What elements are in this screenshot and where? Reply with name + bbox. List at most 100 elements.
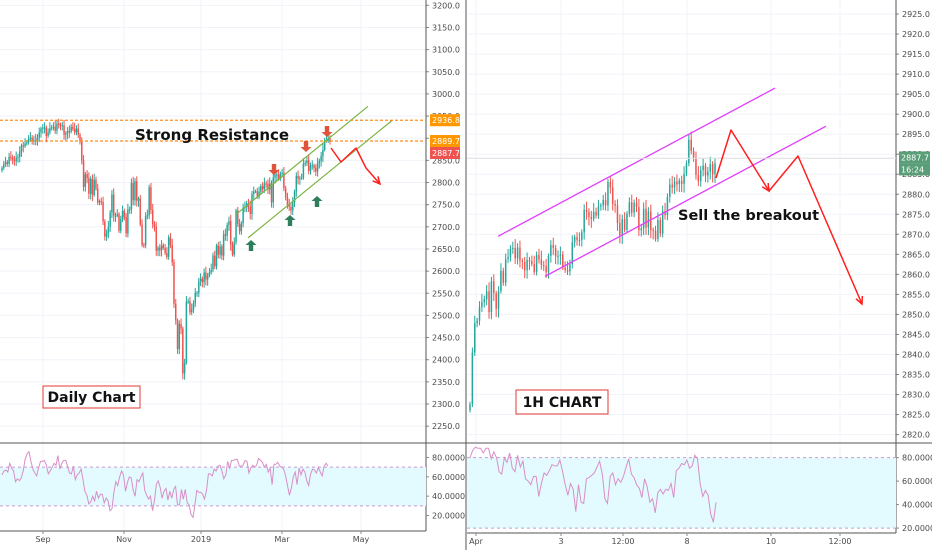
candle-body [139, 198, 142, 225]
candle-body [666, 197, 669, 216]
candle-body [323, 140, 326, 150]
candle-body [79, 134, 81, 141]
candle-body [81, 140, 83, 161]
x-tick-label: 3 [558, 537, 563, 546]
candle-body [290, 206, 292, 211]
candle-body [690, 139, 692, 152]
candle-body [157, 247, 159, 251]
candle-body [93, 179, 95, 195]
candle-body [63, 125, 65, 135]
candle-body [476, 320, 478, 324]
y-tick-label: 2400.0 [432, 356, 460, 365]
candle-body [56, 123, 58, 131]
candle-body [607, 181, 609, 206]
candle-body [650, 211, 652, 230]
candle-body [50, 127, 53, 129]
candle-body [144, 216, 147, 246]
rsi-tick-label: 80.0000 [902, 454, 932, 463]
candle-body [146, 215, 149, 217]
candle-body [581, 232, 583, 240]
candle-body [647, 211, 650, 228]
candle-body [671, 184, 673, 188]
candle-body [235, 210, 237, 243]
candle-body [143, 244, 145, 246]
candle-body [500, 270, 502, 292]
rsi-line [469, 446, 717, 523]
candle-body [318, 160, 321, 164]
candle-body [533, 263, 535, 272]
candle-body [531, 261, 533, 264]
x-tick-label: Apr [469, 537, 484, 546]
candle-body [512, 247, 514, 249]
candle-body [495, 293, 497, 309]
y-tick-label: 3150.0 [432, 23, 460, 32]
candle-body [84, 174, 87, 187]
candle-body [699, 170, 702, 182]
candle-body [304, 163, 306, 165]
price-tag-resistance-bg [430, 114, 460, 127]
candle-body [164, 248, 166, 253]
candle-body [194, 292, 197, 304]
candle-body [49, 128, 51, 133]
candle-body [251, 194, 253, 214]
candle-body [695, 157, 697, 176]
candle-body [680, 180, 683, 184]
candle-body [471, 352, 474, 405]
candle-body [258, 191, 260, 197]
candle-body [24, 143, 26, 147]
candle-body [123, 210, 126, 218]
candle-body [313, 165, 315, 168]
candle-body [104, 221, 106, 237]
candle-body [578, 239, 581, 241]
candle-body [36, 137, 39, 142]
candle-body [155, 226, 157, 251]
candle-body [151, 209, 154, 225]
candle-body [554, 247, 557, 257]
candle-body [249, 206, 251, 214]
candle-body [288, 205, 290, 207]
candle-body [91, 178, 94, 195]
y-tick-label: 3100.0 [432, 46, 460, 55]
y-tick-label: 2910.0 [902, 70, 930, 79]
candle-body [616, 205, 619, 224]
price-tag-support: 2889.7 [432, 137, 460, 146]
annotation-sell-breakout: Sell the breakout [678, 208, 819, 224]
candle-body [206, 275, 209, 280]
candle-body [654, 230, 657, 240]
y-tick-label: 2875.0 [902, 210, 930, 219]
candle-body [707, 171, 709, 176]
rsi-tick-label: 20.0000 [902, 524, 932, 533]
candle-body [614, 203, 616, 206]
candle-body [88, 178, 90, 194]
trend-channel-lower [247, 120, 393, 239]
candle-body [566, 269, 569, 272]
candle-body [127, 209, 129, 234]
candle-body [240, 223, 243, 232]
candle-body [95, 179, 97, 189]
candle-body [642, 208, 645, 229]
y-tick-label: 2870.0 [902, 230, 930, 239]
candle-body [595, 211, 597, 216]
candle-body [279, 173, 282, 179]
candle-body [29, 137, 32, 140]
candle-body [256, 191, 259, 197]
candle-body [178, 323, 181, 350]
candle-body [516, 247, 519, 259]
candle-body [583, 209, 585, 233]
y-tick-label: 2250.0 [432, 422, 460, 431]
candle-body [102, 202, 104, 222]
projection-arrow-head [372, 176, 382, 186]
candle-body [272, 177, 275, 203]
candle-body [688, 139, 690, 164]
candle-body [59, 124, 62, 126]
candle-body [619, 223, 621, 236]
candle-body [183, 362, 186, 374]
candle-body [576, 237, 578, 240]
candle-body [261, 186, 264, 190]
candle-body [198, 281, 200, 293]
candle-body [182, 328, 184, 374]
y-tick-label: 2865.0 [902, 250, 930, 259]
candle-body [100, 201, 103, 203]
candle-body [98, 201, 101, 203]
candle-body [153, 224, 156, 227]
